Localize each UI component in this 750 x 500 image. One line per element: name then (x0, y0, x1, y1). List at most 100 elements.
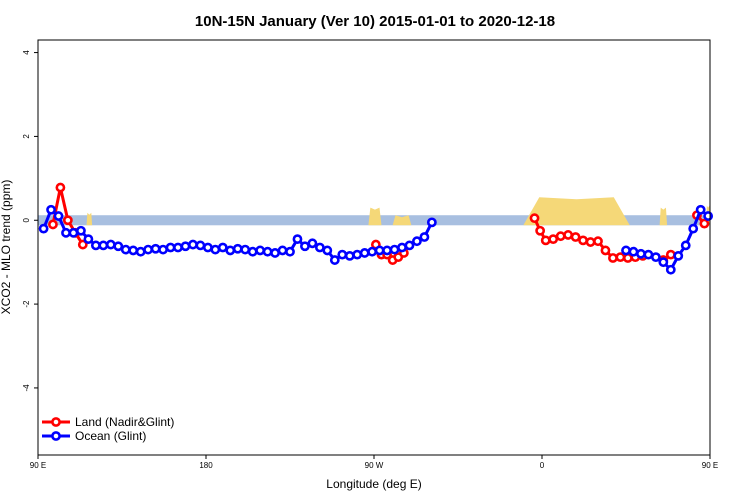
legend-marker-0 (51, 417, 61, 427)
series-1-point-0-33 (285, 246, 295, 257)
series-1-point-0-8 (98, 240, 109, 251)
y-tick-label-4: 4 (22, 50, 31, 55)
series-1-point-1-1 (628, 246, 639, 257)
series-1-point-1-9 (688, 223, 699, 234)
x-tick-label-0: 90 E (30, 461, 46, 470)
series-1-point-0-18 (173, 242, 183, 253)
series-1-point-1-4 (650, 252, 661, 263)
series-1-point-0-42 (352, 249, 363, 260)
series-0-point-4-1 (699, 218, 710, 229)
y-tick-label-2: 0 (22, 217, 31, 222)
series-0-point-2-2 (540, 235, 551, 246)
x-tick-label-1: 180 (199, 461, 213, 470)
series-1-point-0-13 (135, 246, 146, 257)
land-fill-region-2 (392, 215, 412, 226)
series-1-point-0-26 (232, 243, 243, 254)
series-1-point-0-4 (68, 227, 79, 238)
series-0-point-2-1 (535, 225, 546, 236)
y-tick-label-0: -4 (22, 384, 31, 392)
series-0-point-2-12 (615, 252, 626, 263)
series-1-point-0-28 (247, 246, 258, 257)
series-1-point-0-0 (38, 223, 49, 234)
series-1-point-0-2 (53, 211, 64, 221)
series-1-point-0-40 (337, 249, 348, 260)
series-1-point-0-3 (61, 227, 71, 238)
series-1-point-0-46 (382, 245, 392, 256)
series-1 (38, 204, 714, 275)
x-tick-label-3: 0 (540, 461, 545, 470)
series-1-point-1-11 (703, 211, 714, 221)
plot-area (38, 182, 714, 275)
series-1-point-0-29 (255, 245, 266, 256)
series-1-point-0-51 (419, 232, 430, 242)
series-1-point-0-50 (412, 236, 422, 247)
series-1-point-0-22 (202, 242, 213, 253)
series-1-point-0-31 (270, 248, 280, 258)
series-0-point-0-0 (48, 219, 58, 230)
series-1-point-0-36 (307, 238, 318, 249)
y-axis-label: XCO2 - MLO trend (ppm) (0, 180, 13, 315)
series-0-point-2-5 (563, 230, 574, 240)
series-1-point-0-11 (120, 244, 131, 255)
series-0-point-2-3 (548, 234, 559, 245)
series-1-point-0-5 (76, 225, 86, 236)
series-1-point-0-23 (210, 244, 221, 255)
series-1-point-0-47 (389, 244, 400, 255)
series-1-point-0-19 (180, 241, 191, 252)
x-tick-label-2: 90 W (365, 461, 384, 470)
series-1-point-1-6 (665, 264, 676, 275)
x-axis-label: Longitude (deg E) (326, 477, 421, 491)
y-axis: -4 -2 0 2 4 (22, 50, 38, 392)
series-1-point-0-30 (262, 246, 273, 257)
series-1-point-0-45 (374, 245, 385, 256)
series-1-point-0-43 (359, 248, 370, 258)
x-tick-label-4: 90 E (702, 461, 718, 470)
series-1-point-0-49 (404, 240, 415, 251)
series-1-point-1-5 (658, 257, 669, 268)
series-1-point-0-21 (195, 240, 206, 251)
series-1-point-0-52 (426, 217, 437, 228)
series-1-point-0-24 (217, 242, 228, 253)
series-1-point-0-34 (292, 234, 303, 245)
series-1-point-0-15 (150, 243, 161, 254)
y-tick-label-1: -2 (22, 300, 31, 308)
series-1-point-0-38 (322, 245, 333, 256)
series-1-point-0-10 (113, 241, 124, 252)
series-0-point-0-1 (55, 182, 66, 193)
series-1-point-0-12 (128, 245, 139, 256)
series-1-point-1-8 (680, 240, 691, 251)
chart-title: 10N-15N January (Ver 10) 2015-01-01 to 2… (195, 13, 555, 30)
series-0-point-2-8 (585, 237, 596, 247)
series-0-point-2-11 (608, 253, 618, 263)
series-1-point-0-6 (83, 234, 94, 245)
x-axis: 90 E 180 90 W 0 90 E (30, 455, 718, 470)
series-1-point-0-16 (158, 244, 168, 255)
series-1-point-0-9 (105, 239, 116, 250)
series-1-point-1-2 (636, 248, 646, 259)
series-0-point-2-4 (555, 231, 566, 242)
series-1-point-0-39 (329, 255, 340, 265)
land-fill-region-4 (659, 207, 668, 226)
land-fill-region-3 (523, 197, 630, 226)
series-1-point-0-41 (344, 250, 355, 261)
series-1-point-0-48 (397, 242, 407, 253)
y-tick-label-3: 2 (22, 134, 31, 139)
series-1-point-0-1 (46, 204, 56, 215)
series-0-point-2-10 (600, 245, 611, 256)
legend-label-0: Land (Nadir&Glint) (75, 415, 174, 429)
series-1-point-0-17 (165, 242, 176, 253)
series-1-point-1-0 (621, 245, 631, 256)
legend-label-1: Ocean (Glint) (75, 429, 146, 443)
series-1-point-0-27 (240, 244, 251, 255)
series-layer (38, 182, 714, 275)
series-1-point-1-10 (695, 204, 706, 215)
land-fill-region-0 (86, 212, 93, 226)
series-1-point-1-7 (673, 250, 684, 261)
series-1-point-1-3 (643, 249, 654, 260)
series-0-point-2-0 (529, 213, 540, 224)
series-0-point-0-2 (62, 215, 73, 226)
legend-marker-1 (51, 431, 61, 441)
series-1-point-0-35 (300, 241, 310, 252)
series-0-point-3-1 (665, 249, 676, 260)
